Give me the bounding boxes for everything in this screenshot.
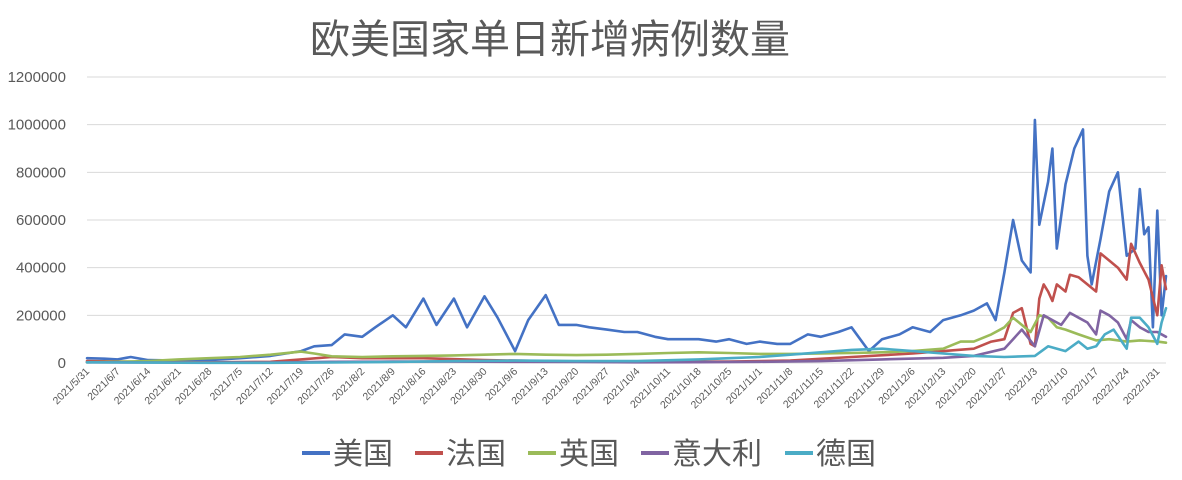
y-tick-label: 800000 bbox=[16, 164, 66, 181]
y-axis-ticks: 0 200000 400000 600000 800000 1000000 1200000 bbox=[8, 69, 66, 372]
legend-label: 美国 bbox=[333, 437, 393, 472]
y-tick-label: 400000 bbox=[16, 260, 66, 277]
legend-label: 法国 bbox=[446, 437, 506, 472]
gridlines bbox=[87, 76, 1166, 364]
x-axis-ticks: 2021/5/312021/6/72021/6/142021/6/212021/… bbox=[51, 366, 1163, 412]
y-tick-label: 1000000 bbox=[8, 117, 66, 134]
y-tick-label: 600000 bbox=[16, 212, 66, 229]
series-line-德国 bbox=[85, 306, 1168, 365]
legend-label: 德国 bbox=[816, 437, 876, 472]
legend-label: 英国 bbox=[559, 437, 619, 472]
legend-label: 意大利 bbox=[672, 437, 762, 472]
legend: 美国 法国 英国 意大利 德国 bbox=[302, 437, 876, 472]
series-line-美国 bbox=[85, 118, 1168, 362]
y-tick-label: 0 bbox=[58, 355, 66, 372]
chart-title: 欧美国家单日新增病例数量 bbox=[310, 17, 790, 63]
y-tick-label: 1200000 bbox=[8, 69, 66, 86]
x-tick-label: 2021/8/2 bbox=[330, 366, 367, 403]
series-lines bbox=[85, 118, 1168, 365]
series-line-法国 bbox=[85, 242, 1168, 364]
y-tick-label: 200000 bbox=[16, 307, 66, 324]
